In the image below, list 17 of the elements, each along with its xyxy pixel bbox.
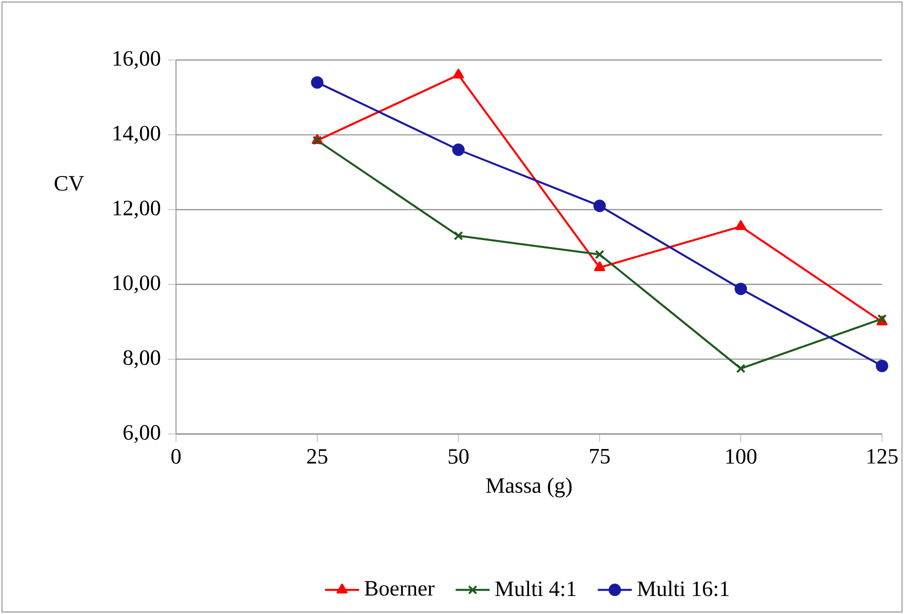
y-axis-title: CV — [54, 176, 84, 191]
y-tick-label: 12,00 — [114, 200, 160, 219]
x-tick-label: 75 — [590, 449, 610, 464]
x-tick-label: 100 — [726, 449, 756, 464]
x-tick-label: 25 — [307, 449, 328, 464]
legend-label: Boerner — [364, 581, 434, 596]
x-tick-label: 0 — [171, 449, 181, 464]
legend-label: Multi 16:1 — [637, 580, 729, 596]
y-tick-label: 16,00 — [114, 51, 160, 69]
y-tick-label: 6,00 — [124, 425, 160, 443]
y-tick-label: 14,00 — [114, 126, 160, 144]
x-axis-title: Massa (g) — [486, 478, 572, 498]
legend-label: Multi 4:1 — [495, 580, 576, 596]
x-tick-label: 125 — [868, 449, 898, 464]
y-tick-label: 8,00 — [123, 350, 160, 368]
y-tick-label: 10,00 — [114, 275, 160, 294]
x-tick-label: 50 — [448, 449, 469, 464]
